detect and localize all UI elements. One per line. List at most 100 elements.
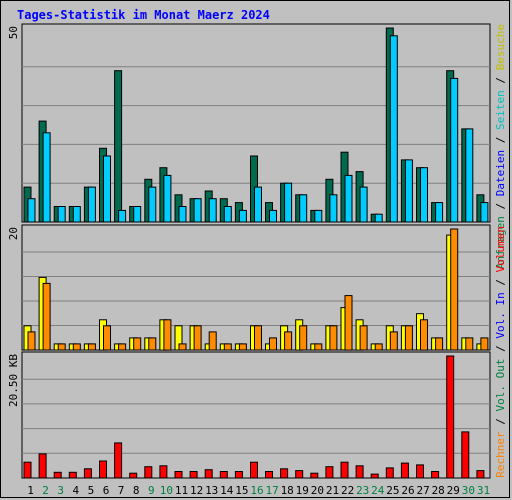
bar-dateien-day-3 bbox=[57, 206, 66, 223]
bar-rechner-day-5 bbox=[87, 343, 96, 351]
bar-dateien-day-19 bbox=[299, 194, 308, 223]
bar-rechner-day-17 bbox=[269, 337, 277, 351]
bar-rechner-day-8 bbox=[133, 337, 142, 351]
bar-dateien-day-12 bbox=[193, 198, 202, 223]
bar-rechner-day-15 bbox=[238, 343, 247, 351]
bar-volumen-day-16 bbox=[250, 461, 258, 479]
bar-rechner-day-7 bbox=[118, 343, 127, 351]
bar-volumen-day-7 bbox=[114, 442, 123, 479]
legend-label-part: Vol. Out bbox=[494, 358, 507, 411]
bar-volumen-day-25 bbox=[385, 467, 394, 479]
bar-volumen-day-1 bbox=[23, 461, 32, 479]
x-tick-label-day-1: 1 bbox=[27, 484, 34, 497]
legend-label-part: Rechner bbox=[494, 431, 507, 478]
x-tick-label-day-18: 18 bbox=[281, 484, 294, 497]
bar-volumen-day-4 bbox=[68, 471, 77, 479]
bar-dateien-day-20 bbox=[314, 209, 323, 223]
bar-rechner-day-28 bbox=[435, 337, 444, 351]
bar-rechner-day-25 bbox=[389, 331, 398, 351]
bar-rechner-day-9 bbox=[148, 337, 157, 351]
x-tick-label-day-20: 20 bbox=[311, 484, 324, 497]
legend-label-part: Anfragen bbox=[494, 216, 507, 269]
legend-label-part: / bbox=[494, 411, 507, 431]
bar-dateien-day-15 bbox=[238, 209, 247, 223]
legend-label-part: Besuche bbox=[494, 24, 507, 70]
bar-dateien-day-14 bbox=[223, 206, 232, 223]
x-tick-label-day-11: 11 bbox=[175, 484, 188, 497]
bar-dateien-day-10 bbox=[163, 174, 172, 223]
bar-dateien-day-22 bbox=[344, 174, 353, 223]
x-tick-label-day-6: 6 bbox=[103, 484, 110, 497]
bar-volumen-day-6 bbox=[99, 460, 107, 479]
bar-rechner-day-27 bbox=[420, 319, 428, 351]
x-tick-label-day-5: 5 bbox=[88, 484, 95, 497]
bar-rechner-day-10 bbox=[163, 319, 172, 351]
bar-volumen-day-23 bbox=[355, 465, 364, 479]
bar-rechner-day-6 bbox=[103, 325, 111, 351]
bar-volumen-day-31 bbox=[476, 470, 485, 479]
bar-anfragen-day-7 bbox=[114, 70, 123, 223]
x-tick-label-day-31: 31 bbox=[477, 484, 490, 497]
bar-rechner-day-23 bbox=[359, 325, 368, 351]
bar-volumen-day-5 bbox=[83, 468, 92, 479]
bar-rechner-day-30 bbox=[465, 337, 474, 351]
legend-label-part: / bbox=[494, 196, 507, 216]
bar-dateien-day-26 bbox=[404, 159, 413, 223]
legend-label-part: Dateien bbox=[494, 150, 507, 196]
legend-label-group-2: Rechner / Vol. Out / Vol. In / Volumen bbox=[494, 226, 507, 478]
y-axis-max-label: 20 bbox=[7, 227, 20, 240]
bar-volumen-day-9 bbox=[144, 466, 153, 479]
bar-rechner-day-11 bbox=[178, 343, 187, 351]
x-tick-label-day-4: 4 bbox=[72, 484, 79, 497]
bar-rechner-day-13 bbox=[208, 331, 217, 351]
legend-labels: Anfragen / Dateien / Seiten / BesucheRec… bbox=[494, 24, 507, 478]
bar-volumen-day-13 bbox=[204, 469, 213, 479]
bar-dateien-day-30 bbox=[465, 128, 474, 223]
x-tick-label-day-7: 7 bbox=[118, 484, 125, 497]
x-tick-label-day-17: 17 bbox=[265, 484, 278, 497]
x-tick-label-day-10: 10 bbox=[160, 484, 173, 497]
x-tick-label-day-29: 29 bbox=[447, 484, 460, 497]
x-tick-label-day-12: 12 bbox=[190, 484, 203, 497]
x-tick-label-day-8: 8 bbox=[133, 484, 140, 497]
x-tick-label-day-24: 24 bbox=[371, 484, 385, 497]
bar-volumen-day-15 bbox=[234, 471, 243, 479]
legend-label-part: Vol. In bbox=[494, 292, 507, 338]
bar-dateien-day-25 bbox=[389, 35, 398, 223]
bar-dateien-day-11 bbox=[178, 206, 187, 223]
bar-dateien-day-17 bbox=[269, 209, 277, 223]
x-tick-label-day-22: 22 bbox=[341, 484, 354, 497]
bar-rechner-day-14 bbox=[223, 343, 232, 351]
bar-dateien-day-16 bbox=[254, 186, 262, 223]
bar-dateien-day-13 bbox=[208, 198, 217, 223]
bar-volumen-day-27 bbox=[416, 464, 424, 479]
bar-volumen-day-22 bbox=[340, 461, 349, 479]
bar-rechner-day-26 bbox=[404, 325, 413, 351]
x-tick-label-day-3: 3 bbox=[57, 484, 64, 497]
bar-dateien-day-1 bbox=[27, 198, 36, 223]
panel-requests: 50 bbox=[7, 23, 491, 223]
bar-rechner-day-20 bbox=[314, 343, 323, 351]
bar-dateien-day-28 bbox=[435, 202, 444, 223]
x-tick-label-day-27: 27 bbox=[416, 484, 429, 497]
bar-volumen-day-8 bbox=[129, 472, 138, 479]
bar-volumen-day-11 bbox=[174, 471, 183, 479]
bar-dateien-day-6 bbox=[103, 155, 111, 223]
bar-dateien-day-2 bbox=[42, 132, 51, 223]
bar-dateien-day-8 bbox=[133, 206, 142, 223]
bar-dateien-day-18 bbox=[284, 182, 293, 223]
bar-dateien-day-31 bbox=[480, 202, 489, 223]
x-tick-label-day-25: 25 bbox=[386, 484, 399, 497]
bar-volumen-day-26 bbox=[400, 462, 409, 479]
bar-volumen-day-14 bbox=[219, 471, 228, 479]
x-tick-label-day-28: 28 bbox=[432, 484, 445, 497]
bar-volumen-day-10 bbox=[159, 465, 168, 479]
bar-rechner-day-4 bbox=[72, 343, 81, 351]
legend-label-part: / bbox=[494, 70, 507, 90]
bar-rechner-day-22 bbox=[344, 295, 353, 351]
bar-dateien-day-5 bbox=[87, 186, 96, 223]
x-tick-label-day-30: 30 bbox=[462, 484, 475, 497]
bar-volumen-day-29 bbox=[446, 355, 455, 479]
legend-label-group-1: Anfragen / Dateien / Seiten / Besuche bbox=[494, 24, 507, 269]
